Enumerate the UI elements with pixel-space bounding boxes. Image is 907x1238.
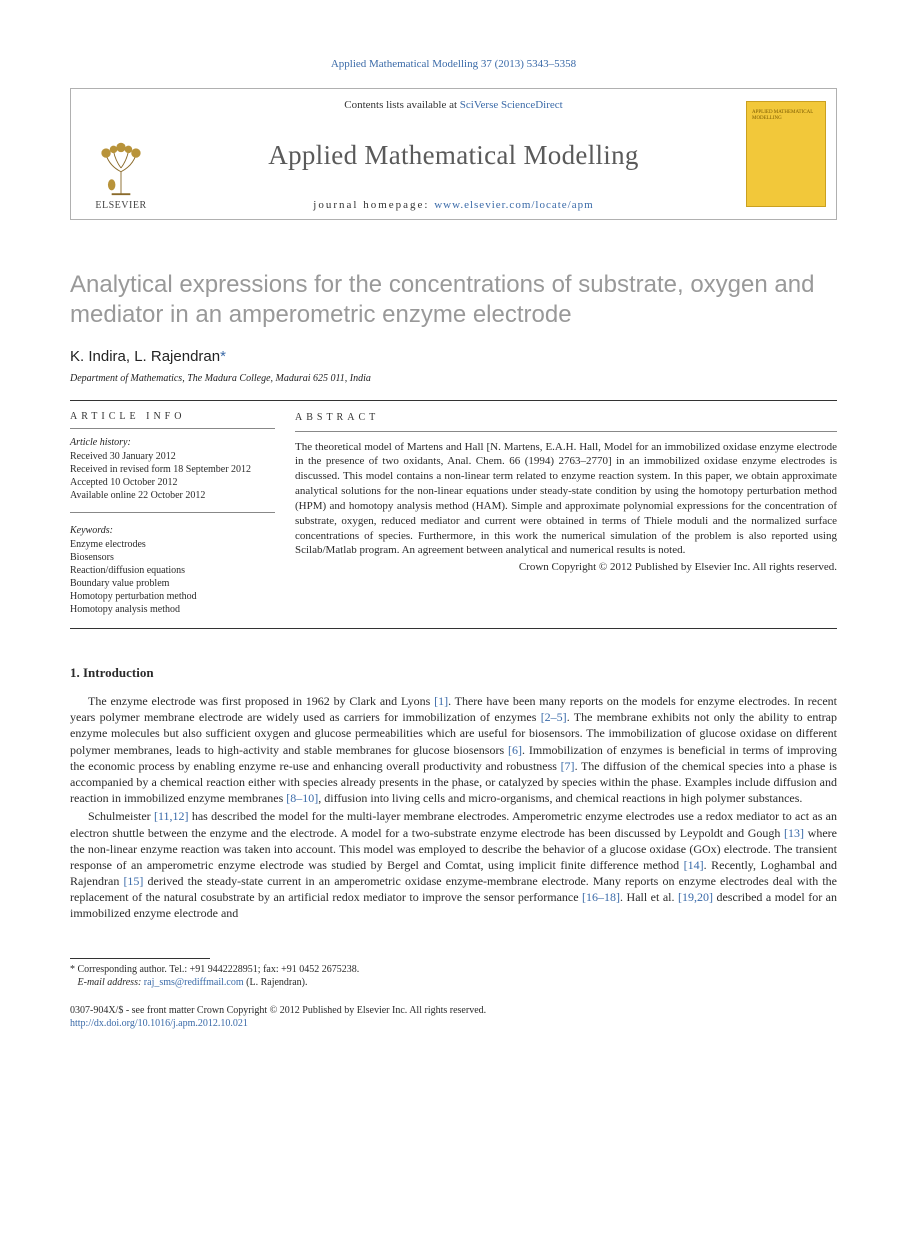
homepage-prefix: journal homepage: [313, 199, 434, 211]
keywords-block: Keywords: Enzyme electrodes Biosensors R… [70, 513, 275, 616]
history-head: Article history: [70, 437, 275, 448]
ref-link[interactable]: [7] [561, 759, 575, 773]
authors: K. Indira, L. Rajendran* [70, 348, 837, 365]
journal-reference: Applied Mathematical Modelling 37 (2013)… [70, 58, 837, 70]
contents-available-line: Contents lists available at SciVerse Sci… [344, 99, 562, 111]
corresponding-author-footnote: * Corresponding author. Tel.: +91 944222… [70, 963, 837, 990]
page: Applied Mathematical Modelling 37 (2013)… [0, 0, 907, 1071]
doi-link[interactable]: http://dx.doi.org/10.1016/j.apm.2012.10.… [70, 1017, 837, 1031]
masthead: ELSEVIER Contents lists available at Sci… [70, 88, 837, 220]
publisher-label: ELSEVIER [95, 200, 146, 211]
section-heading-introduction: 1. Introduction [70, 665, 837, 681]
article-info-column: ARTICLE INFO Article history: Received 3… [70, 401, 295, 616]
journal-cover-thumbnail: APPLIED MATHEMATICAL MODELLING [746, 101, 826, 207]
ref-link[interactable]: [19,20] [678, 890, 713, 904]
email-line: E-mail address: raj_sms@rediffmail.com (… [70, 976, 837, 990]
article-title: Analytical expressions for the concentra… [70, 270, 837, 330]
sciencedirect-link[interactable]: SciVerse ScienceDirect [460, 99, 563, 111]
history-line: Received in revised form 18 September 20… [70, 463, 275, 476]
ref-link[interactable]: [14] [684, 858, 704, 872]
divider-rule [70, 628, 837, 629]
journal-title: Applied Mathematical Modelling [268, 140, 638, 171]
history-line: Accepted 10 October 2012 [70, 476, 275, 489]
contents-prefix: Contents lists available at [344, 99, 459, 111]
intro-paragraph-2: Schulmeister [11,12] has described the m… [70, 808, 837, 921]
article-info-head: ARTICLE INFO [70, 401, 275, 428]
ref-link[interactable]: [16–18] [582, 890, 620, 904]
ref-link[interactable]: [11,12] [154, 809, 189, 823]
front-matter-line: 0307-904X/$ - see front matter Crown Cop… [70, 1004, 837, 1018]
ref-link[interactable]: [13] [784, 826, 804, 840]
corresponding-author-mark: * [220, 348, 226, 365]
keyword: Boundary value problem [70, 577, 275, 590]
keywords-head: Keywords: [70, 525, 275, 536]
intro-paragraph-1: The enzyme electrode was first proposed … [70, 693, 837, 806]
ref-link[interactable]: [2–5] [541, 710, 567, 724]
abstract-copyright: Crown Copyright © 2012 Published by Else… [295, 558, 837, 575]
keyword: Homotopy perturbation method [70, 590, 275, 603]
email-link[interactable]: raj_sms@rediffmail.com [144, 977, 244, 988]
keyword: Reaction/diffusion equations [70, 564, 275, 577]
journal-homepage-line: journal homepage: www.elsevier.com/locat… [313, 199, 593, 211]
ref-link[interactable]: [1] [434, 694, 448, 708]
abstract-text: The theoretical model of Martens and Hal… [295, 432, 837, 559]
history-line: Available online 22 October 2012 [70, 489, 275, 502]
elsevier-tree-icon [93, 140, 149, 196]
keyword: Biosensors [70, 551, 275, 564]
abstract-head: ABSTRACT [295, 401, 837, 431]
article-history-block: Article history: Received 30 January 201… [70, 429, 275, 502]
history-line: Received 30 January 2012 [70, 450, 275, 463]
abstract-column: ABSTRACT The theoretical model of Marten… [295, 401, 837, 616]
masthead-center: Contents lists available at SciVerse Sci… [171, 89, 736, 219]
page-footer: 0307-904X/$ - see front matter Crown Cop… [70, 1004, 837, 1031]
footnote-rule [70, 958, 210, 959]
authors-text: K. Indira, L. Rajendran [70, 348, 220, 365]
corresponding-author-line: * Corresponding author. Tel.: +91 944222… [70, 963, 837, 977]
ref-link[interactable]: [15] [123, 874, 143, 888]
cover-title: APPLIED MATHEMATICAL MODELLING [752, 110, 820, 124]
keyword: Enzyme electrodes [70, 538, 275, 551]
ref-link[interactable]: [8–10] [286, 791, 318, 805]
ref-link[interactable]: [6] [508, 743, 522, 757]
publisher-block: ELSEVIER [71, 89, 171, 219]
keyword: Homotopy analysis method [70, 603, 275, 616]
info-abstract-row: ARTICLE INFO Article history: Received 3… [70, 401, 837, 616]
cover-thumbnail-block: APPLIED MATHEMATICAL MODELLING [736, 89, 836, 219]
affiliation: Department of Mathematics, The Madura Co… [70, 373, 837, 384]
journal-homepage-link[interactable]: www.elsevier.com/locate/apm [434, 199, 593, 211]
